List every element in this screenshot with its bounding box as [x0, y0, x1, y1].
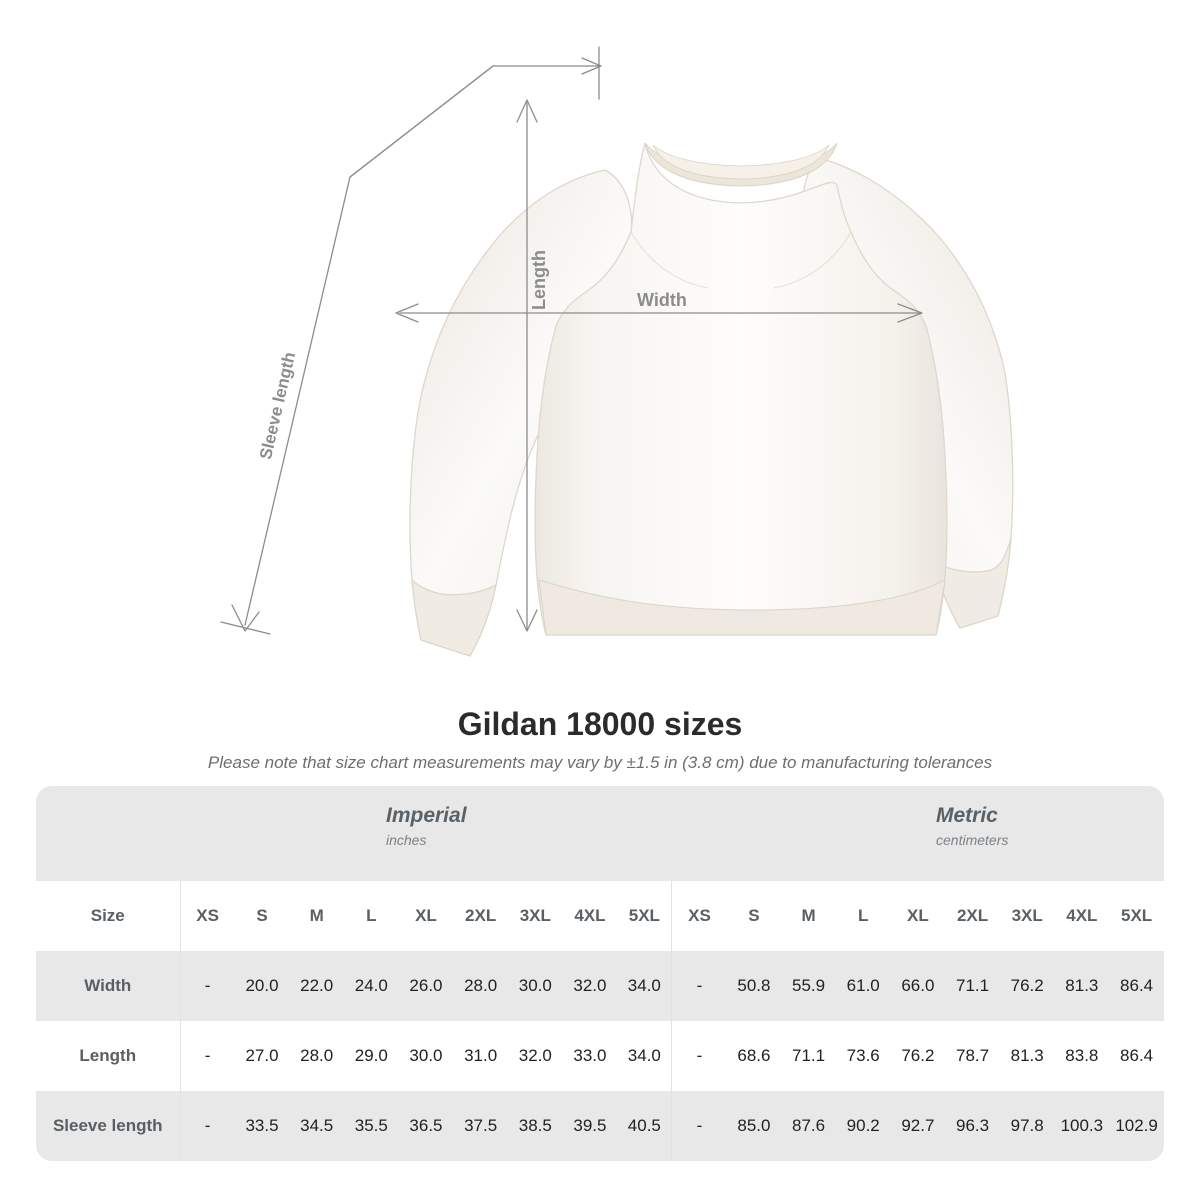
svg-text:Width: Width [637, 290, 687, 310]
svg-text:Sleeve length: Sleeve length [256, 350, 299, 461]
svg-text:Length: Length [529, 250, 549, 310]
